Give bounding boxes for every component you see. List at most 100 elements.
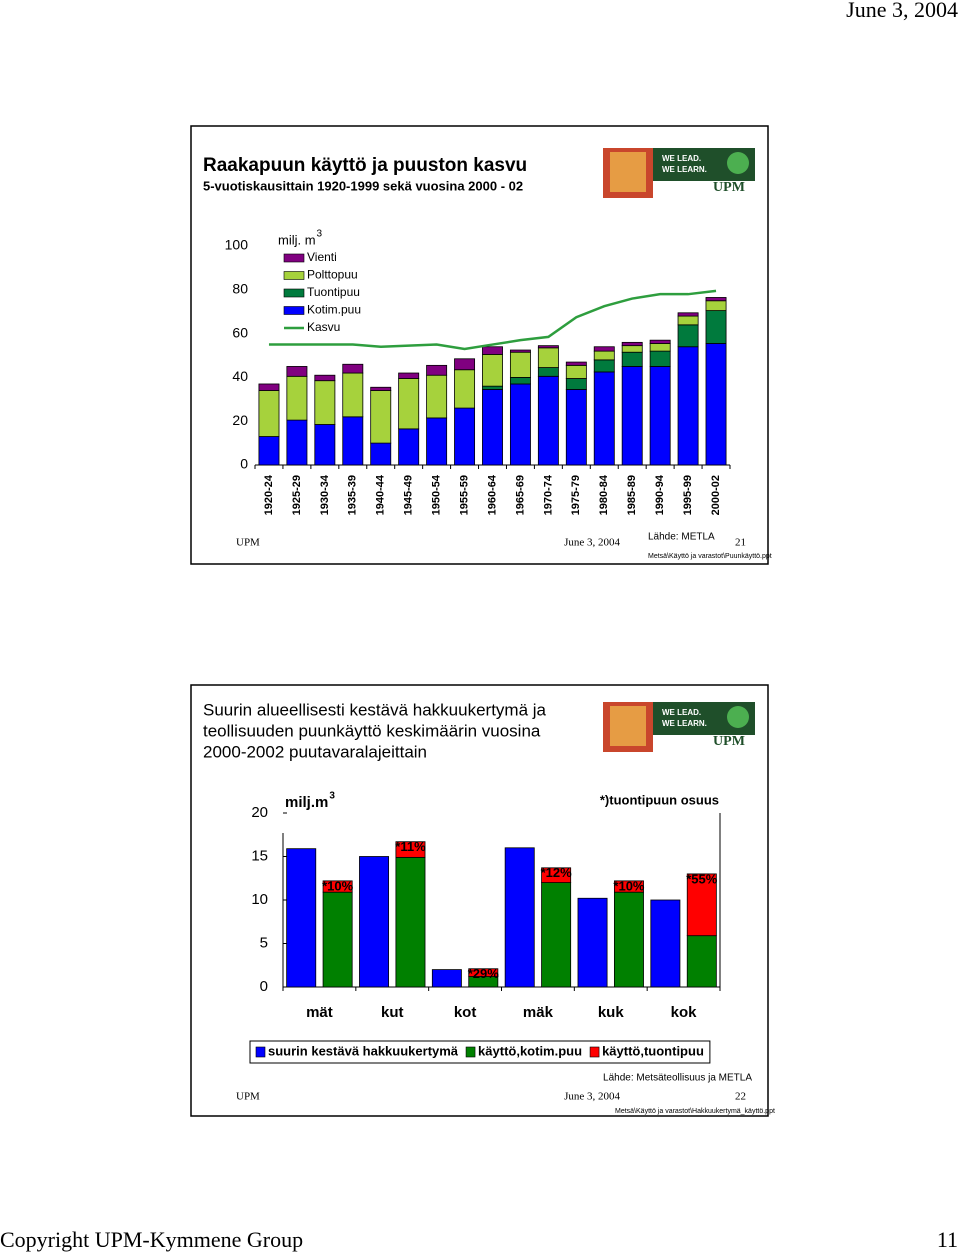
bar-segment [621, 351, 643, 367]
bar-segment [649, 366, 671, 466]
bar-segment [509, 376, 531, 385]
x-tick-label: 1995-99 [682, 475, 694, 515]
bar-segment [621, 341, 643, 347]
slide-footer-brand: UPM [236, 537, 260, 549]
bar-segment [314, 424, 336, 466]
logo-tagline: WE LEAD. [662, 708, 701, 717]
legend-swatch [283, 271, 305, 280]
bar-segment [342, 416, 364, 466]
bar-segment [454, 369, 476, 409]
slide-footer-date: June 3, 2004 [564, 1091, 620, 1103]
y-tick-label: 40 [232, 368, 248, 384]
logo-tree [727, 706, 749, 728]
bar-segment [509, 383, 531, 466]
logo-tagline: WE LEARN. [662, 719, 707, 728]
slide-footer-date: June 3, 2004 [564, 537, 620, 549]
bar-segment [454, 358, 476, 371]
chart-title: teollisuuden puunkäyttö keskimäärin vuos… [203, 721, 541, 740]
legend-swatch [465, 1046, 476, 1058]
x-tick-label: 1920-24 [263, 474, 275, 515]
bar-segment [677, 312, 699, 317]
x-tick-label: 1925-29 [291, 475, 303, 515]
bar-segment [541, 882, 572, 988]
page-date: June 3, 2004 [846, 0, 958, 22]
bar-segment [650, 899, 681, 988]
bar-segment [322, 891, 353, 988]
bar-segment [593, 346, 615, 352]
x-tick-label: mäk [523, 1004, 554, 1021]
slide-source: Lähde: METLA [648, 532, 715, 543]
bar-segment [621, 366, 643, 466]
bar-segment [482, 354, 503, 387]
y-tick-label: 60 [232, 324, 248, 340]
bar-segment [677, 324, 699, 348]
bar-segment [342, 372, 364, 418]
y-axis-label: milj.m [285, 794, 328, 811]
y-tick-label: 80 [232, 281, 248, 297]
bar-segment [593, 350, 615, 361]
bar-segment [613, 891, 644, 988]
x-tick-label: 1935-39 [347, 475, 359, 515]
share-label: *10% [322, 878, 354, 893]
chart-title: 2000-2002 puutavaralajeittain [203, 742, 427, 761]
y-axis-label: milj. m [278, 232, 316, 247]
logo: WE LEAD. WE LEARN. UPM [603, 148, 755, 198]
legend-label: käyttö,tuontipuu [602, 1043, 704, 1058]
bar-segment [426, 374, 448, 419]
logo-image [610, 706, 646, 746]
bar-segment [565, 378, 587, 390]
bar-segment [482, 385, 503, 390]
page-number: 11 [937, 1227, 958, 1252]
y-tick-label: 5 [260, 934, 268, 951]
bar-segment [482, 346, 503, 355]
bar-segment [677, 346, 699, 466]
bar-segment [509, 351, 531, 378]
bar-segment [342, 363, 364, 374]
slide-number: 22 [735, 1091, 746, 1103]
legend-label: Kasvu [307, 320, 340, 334]
y-tick-label: 15 [251, 847, 268, 864]
bar-segment [286, 419, 308, 466]
x-tick-label: 1960-64 [486, 474, 498, 515]
slide-frame [190, 125, 769, 565]
legend-box [249, 1040, 711, 1064]
bar-segment [541, 867, 572, 883]
logo-tagline: WE LEAD. [662, 154, 701, 163]
bar-segment [426, 364, 448, 376]
y-axis-label-sup: 3 [317, 229, 323, 240]
y-tick-label: 0 [260, 978, 268, 995]
bar-segment [649, 339, 671, 344]
bar-segment [286, 366, 308, 377]
x-tick-label: kot [454, 1004, 477, 1021]
bar-segment [577, 897, 608, 988]
legend-label: suurin kestävä hakkuukertymä [268, 1043, 459, 1058]
bar-segment [398, 428, 420, 466]
bar-segment [686, 873, 717, 937]
bar-segment [370, 390, 392, 444]
slide-file: Metsä\Käyttö ja varastot\Puunkäyttö.ppt [648, 553, 772, 560]
bar-segment [705, 300, 727, 312]
bar-segment [286, 375, 308, 421]
bar-segment [258, 383, 280, 391]
bar-segment [482, 389, 503, 466]
logo-brand: UPM [713, 734, 745, 749]
x-tick-label: 1945-49 [403, 475, 415, 515]
chart-subtitle: 5-vuotiskausittain 1920-1999 sekä vuosin… [203, 178, 523, 193]
x-tick-label: 1940-44 [375, 474, 387, 515]
chart-title: Raakapuun käyttö ja puuston kasvu [203, 155, 527, 176]
bar-segment [322, 880, 353, 893]
x-tick-label: 1990-94 [654, 474, 666, 515]
bar-segment [286, 848, 317, 988]
x-tick-label: 1930-34 [319, 474, 331, 515]
bar-segment [537, 367, 559, 377]
y-tick-label: 0 [240, 456, 248, 472]
bar-segment [426, 417, 448, 466]
bar-segment [677, 315, 699, 326]
slide-frame [190, 684, 769, 1117]
bar-segment [258, 436, 280, 466]
chart-title: Suurin alueellisesti kestävä hakkuukerty… [203, 700, 547, 719]
bar-segment [621, 345, 643, 353]
bar-segment [314, 374, 336, 382]
bar-segment [370, 442, 392, 466]
bar-segment [398, 378, 420, 430]
